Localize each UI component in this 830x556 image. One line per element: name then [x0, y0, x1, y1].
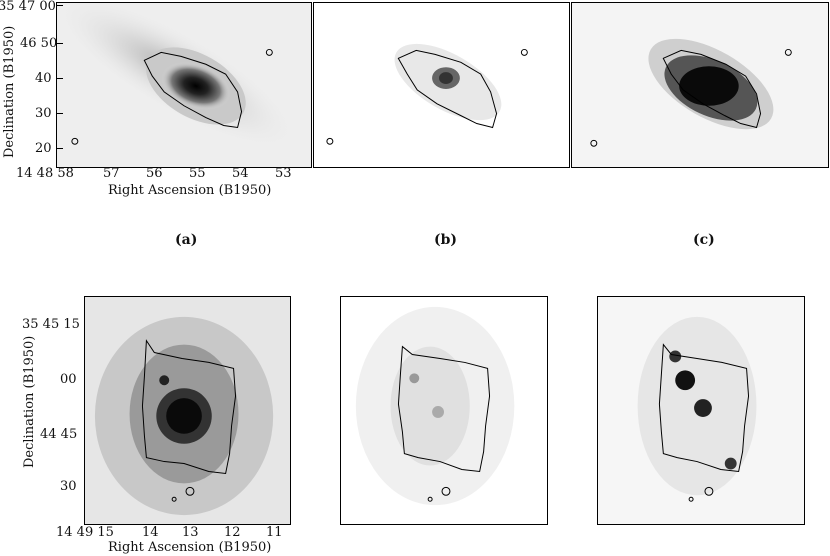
tick-a-y-3: [56, 78, 63, 79]
panel-b-image: [313, 2, 570, 168]
ra-label-first: 14 48 58: [16, 166, 74, 181]
tick-a-y-5: [56, 148, 63, 149]
panel-a-image: [56, 2, 312, 168]
tick-a-y-4: [56, 113, 63, 114]
x-axis-title-bottom: Right Ascension (B1950): [108, 540, 272, 555]
ra-label: 54: [232, 166, 249, 181]
tick-a-y-2: [56, 43, 63, 44]
dec-label-top: 35 47 00: [0, 0, 56, 14]
panel-d-image: [84, 296, 291, 525]
panel-e-image: [340, 296, 548, 525]
y-axis-title-top: Declination (B1950): [2, 25, 17, 158]
ra-label: 12: [224, 525, 241, 540]
ra-label: 11: [266, 525, 283, 540]
ra-label: 14: [142, 525, 159, 540]
ra-label: 13: [182, 525, 199, 540]
ra-label: 56: [146, 166, 163, 181]
dec-label: 46 50: [20, 36, 58, 51]
dec-label: 30: [60, 479, 77, 494]
caption-b: (b): [434, 232, 458, 248]
ra-label: 55: [189, 166, 206, 181]
ra-label: 53: [275, 166, 292, 181]
x-axis-title-top: Right Ascension (B1950): [108, 183, 272, 198]
ra-label-first-bottom: 14 49 15: [56, 525, 114, 540]
caption-a: (a): [175, 232, 198, 248]
tick-a-y-1: [56, 5, 63, 6]
dec-label: 20: [35, 141, 52, 156]
y-axis-title-bottom: Declination (B1950): [22, 335, 37, 468]
panel-f-image: [597, 296, 805, 525]
dec-label: 44 45: [40, 427, 78, 442]
caption-c: (c): [693, 232, 715, 248]
dec-label: 40: [35, 71, 52, 86]
dec-label-top-bottom: 35 45 15: [22, 317, 80, 332]
dec-label: 30: [35, 106, 52, 121]
ra-label: 57: [103, 166, 120, 181]
dec-label: 00: [60, 372, 77, 387]
panel-c-image: [571, 2, 829, 168]
